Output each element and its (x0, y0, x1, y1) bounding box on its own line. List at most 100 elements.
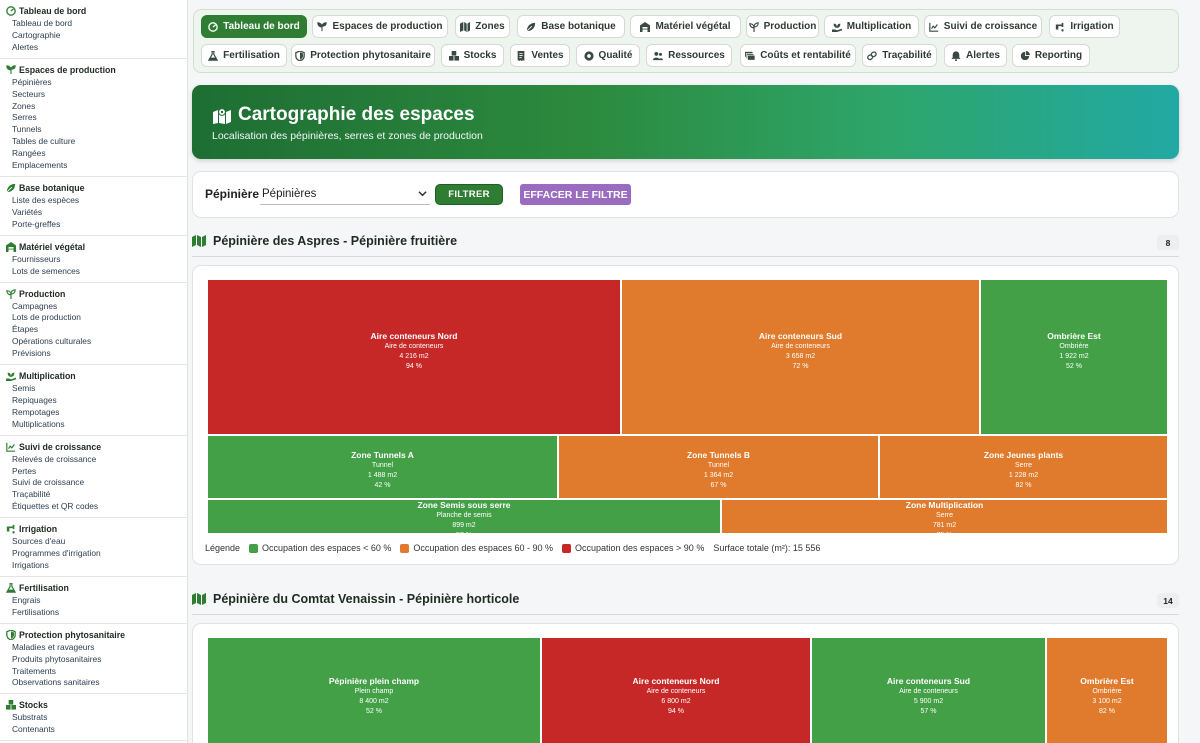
sidebar-item[interactable]: Fournisseurs (12, 253, 61, 264)
sidebar-item[interactable]: Zones (12, 100, 36, 111)
treemap-zone-tile[interactable]: Zone Tunnels B Tunnel 1 364 m2 67 % (558, 435, 879, 499)
nav-tab[interactable]: Espaces de production (312, 15, 448, 38)
sidebar-item[interactable]: Traçabilité (12, 489, 51, 500)
treemap-zone-tile[interactable]: Aire conteneurs Nord Aire de conteneurs 4 … (207, 279, 621, 435)
sidebar-group-header[interactable]: Stocks (5, 698, 187, 712)
sidebar-item[interactable]: Cartographie (12, 29, 61, 40)
treemap-zone-tile[interactable]: Zone Tunnels A Tunnel 1 488 m2 42 % (207, 435, 558, 499)
map-location-icon (213, 108, 231, 124)
sidebar-item[interactable]: Engrais (12, 594, 41, 605)
sidebar-group-header[interactable]: Multiplication (5, 369, 187, 383)
nav-tab[interactable]: Suivi de croissance (924, 15, 1042, 38)
sidebar-item[interactable]: Relevés de croissance (12, 453, 97, 464)
treemap-zone-tile[interactable]: Zone Multiplication Serre 781 m2 75 % (721, 499, 1168, 534)
sidebar-item[interactable]: Pépinières (12, 76, 52, 87)
zone-type: Planche de semis (436, 512, 492, 519)
sidebar-item[interactable]: Étapes (12, 324, 39, 335)
sidebar-group-header[interactable]: Suivi de croissance (5, 440, 187, 454)
faucet-icon (1055, 22, 1065, 32)
sidebar-group: Protection phytosanitaire Maladies et rav… (0, 624, 187, 695)
sidebar-item[interactable]: Prévisions (12, 348, 51, 359)
legend-label: Occupation des espaces 60 - 90 % (413, 543, 553, 553)
nav-tab[interactable]: Zones (455, 15, 510, 38)
sidebar-item[interactable]: Substrats (12, 712, 48, 723)
nav-tab[interactable]: Stocks (441, 44, 504, 67)
sidebar-item[interactable]: Multiplications (12, 418, 65, 429)
sidebar-item[interactable]: Opérations culturales (12, 336, 92, 347)
sidebar-item[interactable]: Alertes (12, 41, 39, 52)
nav-tab[interactable]: Ventes (510, 44, 570, 67)
sidebar-group-header[interactable]: Base botanique (5, 181, 187, 195)
sidebar-item[interactable]: Variétés (12, 206, 43, 217)
nav-tab[interactable]: Tableau de bord (201, 15, 307, 38)
sidebar-item[interactable]: Emplacements (12, 160, 68, 171)
sidebar-item[interactable]: Porte-greffes (12, 218, 61, 229)
nursery-select[interactable]: Pépinières (260, 183, 430, 205)
nav-tab[interactable]: Fertilisation (201, 44, 287, 67)
sidebar-group-title: Irrigation (19, 524, 58, 535)
sidebar-item[interactable]: Contenants (12, 724, 55, 735)
sidebar-item[interactable]: Repiquages (12, 394, 57, 405)
sidebar-group-header[interactable]: Espaces de production (5, 63, 187, 77)
nav-tab[interactable]: Protection phytosanitaire (291, 44, 435, 67)
treemap-zone-tile[interactable]: Zone Semis sous serre Planche de semis 899… (207, 499, 721, 534)
sidebar-item[interactable]: Lots de semences (12, 265, 80, 276)
treemap-zone-tile[interactable]: Aire conteneurs Nord Aire de conteneurs 6 … (541, 637, 811, 743)
sidebar-item[interactable]: Produits phytosanitaires (12, 653, 102, 664)
sidebar-item[interactable]: Étiquettes et QR codes (12, 501, 99, 512)
sidebar-item[interactable]: Irrigations (12, 560, 49, 570)
sidebar-item[interactable]: Programmes d'irrigation (12, 548, 101, 559)
nav-tab-label: Traçabilité (882, 50, 932, 61)
sidebar-item[interactable]: Fertilisations (12, 606, 60, 617)
nav-tab[interactable]: Traçabilité (862, 44, 937, 67)
treemap-zone-tile[interactable]: Ombrière Est Ombrière 3 100 m2 82 % (1046, 637, 1168, 743)
nav-tab[interactable]: Production (746, 15, 819, 38)
treemap-legend: Légende Occupation des espaces < 60 % Oc… (205, 543, 829, 553)
sidebar: Tableau de bord Tableau de bord Cartograph… (0, 0, 188, 743)
sidebar-item[interactable]: Maladies et ravageurs (12, 641, 95, 652)
nav-tab[interactable]: Multiplication (824, 15, 919, 38)
sidebar-item[interactable]: Tunnels (12, 124, 42, 135)
nav-tab[interactable]: Matériel végétal (630, 15, 741, 38)
zone-area: 6 800 m2 (661, 698, 691, 705)
treemap-zone-tile[interactable]: Ombrière Est Ombrière 1 922 m2 52 % (980, 279, 1168, 435)
nav-tab[interactable]: Qualité (576, 44, 640, 67)
nav-tab[interactable]: Irrigation (1049, 15, 1120, 38)
sidebar-item[interactable]: Traitements (12, 665, 56, 676)
filter-button[interactable]: FILTRER (435, 184, 503, 205)
sprout-icon (748, 21, 759, 32)
sidebar-group-header[interactable]: Protection phytosanitaire (5, 628, 187, 642)
sidebar-group-header[interactable]: Production (5, 287, 187, 301)
sidebar-group-header[interactable]: Irrigation (5, 522, 187, 536)
sidebar-group: Fertilisation Engrais Fertilisations (0, 577, 187, 624)
treemap-zone-tile[interactable]: Aire conteneurs Sud Aire de conteneurs 3 6… (621, 279, 980, 435)
sidebar-item[interactable]: Sources d'eau (12, 536, 66, 547)
sidebar-item[interactable]: Pertes (12, 465, 37, 476)
sidebar-item[interactable]: Liste des espèces (12, 194, 80, 205)
sidebar-item[interactable]: Rempotages (12, 406, 60, 417)
treemap-zone-tile[interactable]: Zone Jeunes plants Serre 1 228 m2 82 % (879, 435, 1168, 499)
treemap-zone-tile[interactable]: Pépinière plein champ Plein champ 8 400 m2… (207, 637, 541, 743)
sidebar-item[interactable]: Lots de production (12, 312, 81, 323)
section-title-text: Pépinière des Aspres - Pépinière fruitiè… (213, 234, 458, 248)
sidebar-item[interactable]: Semis (12, 383, 36, 394)
sidebar-group-header[interactable]: Tableau de bord (5, 4, 187, 18)
nav-tab[interactable]: Reporting (1012, 44, 1090, 67)
sidebar-group-header[interactable]: Fertilisation (5, 581, 187, 595)
sidebar-item[interactable]: Suivi de croissance (12, 477, 85, 488)
nav-tab[interactable]: Ressources (646, 44, 732, 67)
sidebar-item[interactable]: Campagnes (12, 300, 58, 311)
sidebar-item[interactable]: Rangées (12, 148, 46, 159)
sidebar-item[interactable]: Secteurs (12, 88, 46, 99)
sidebar-item[interactable]: Serres (12, 112, 37, 123)
nav-tab[interactable]: Coûts et rentabilité (740, 44, 856, 67)
clear-filter-button[interactable]: EFFACER LE FILTRE (520, 184, 631, 205)
nav-tab[interactable]: Base botanique (517, 15, 625, 38)
sidebar-item[interactable]: Tables de culture (12, 136, 76, 147)
shield-icon (5, 629, 16, 640)
sidebar-item[interactable]: Tableau de bord (12, 18, 73, 28)
sidebar-group-header[interactable]: Matériel végétal (5, 240, 187, 254)
nav-tab[interactable]: Alertes (944, 44, 1007, 67)
sidebar-item[interactable]: Observations sanitaires (12, 677, 100, 688)
treemap-zone-tile[interactable]: Aire conteneurs Sud Aire de conteneurs 5 9… (811, 637, 1046, 743)
